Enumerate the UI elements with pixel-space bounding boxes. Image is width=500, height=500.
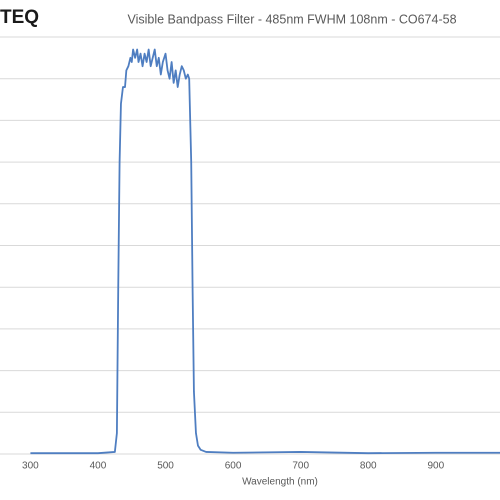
chart-title: Visible Bandpass Filter - 485nm FWHM 108…: [127, 12, 456, 26]
x-tick-label: 900: [427, 461, 444, 472]
x-tick-label: 700: [292, 461, 309, 472]
x-tick-label: 300: [22, 461, 39, 472]
x-tick-label: 800: [360, 461, 377, 472]
x-axis-label: Wavelength (nm): [242, 477, 318, 488]
x-tick-label: 500: [157, 461, 174, 472]
x-tick-label: 600: [225, 461, 242, 472]
logo: TEQ: [0, 7, 39, 28]
x-tick-label: 400: [90, 461, 107, 472]
series-line: [30, 48, 500, 455]
